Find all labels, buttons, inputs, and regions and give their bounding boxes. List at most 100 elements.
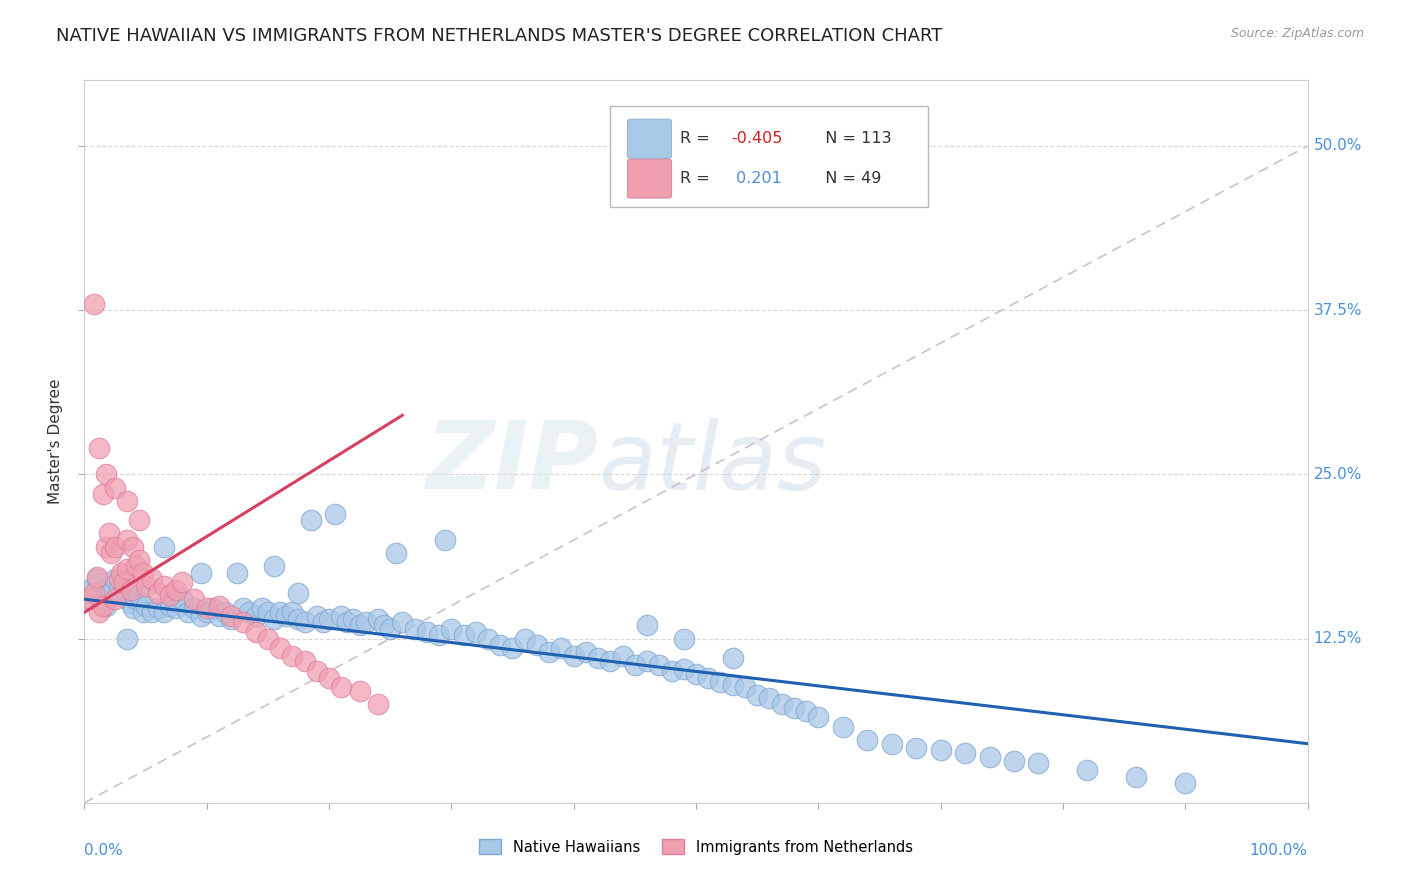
Text: R =: R = [681, 171, 714, 186]
Point [404, 623, 426, 637]
Point [219, 609, 242, 624]
Point [330, 680, 353, 694]
Point [201, 601, 224, 615]
Text: Source: ZipAtlas.com: Source: ZipAtlas.com [1230, 27, 1364, 40]
Point [91, 487, 114, 501]
Point [159, 599, 181, 613]
Point [104, 481, 127, 495]
Point [122, 540, 145, 554]
Point [115, 632, 138, 646]
Point [318, 671, 340, 685]
Point [141, 605, 163, 619]
Point [1076, 763, 1098, 777]
Point [734, 680, 756, 694]
Point [79, 592, 101, 607]
Point [100, 546, 122, 560]
Point [477, 632, 499, 646]
Point [489, 638, 512, 652]
Point [132, 605, 155, 619]
Point [416, 625, 439, 640]
Text: 50.0%: 50.0% [1313, 138, 1362, 153]
Point [115, 592, 138, 607]
Point [367, 612, 389, 626]
Point [208, 599, 231, 613]
Point [107, 582, 129, 597]
Point [165, 601, 187, 615]
Point [257, 605, 280, 619]
Point [135, 579, 157, 593]
Point [624, 657, 647, 672]
Point [141, 573, 163, 587]
Point [336, 615, 359, 629]
Point [794, 704, 817, 718]
Text: 37.5%: 37.5% [1313, 302, 1362, 318]
Point [153, 605, 176, 619]
Point [807, 710, 830, 724]
Point [83, 579, 105, 593]
Point [86, 573, 108, 587]
Point [672, 632, 695, 646]
Point [1174, 776, 1197, 790]
Text: N = 49: N = 49 [814, 171, 882, 186]
Point [125, 559, 148, 574]
Point [305, 665, 328, 679]
Point [299, 513, 322, 527]
Text: -0.405: -0.405 [731, 131, 783, 146]
Point [276, 609, 298, 624]
Point [648, 657, 671, 672]
Point [747, 688, 769, 702]
Point [586, 651, 609, 665]
Point [238, 605, 260, 619]
Text: 0.201: 0.201 [731, 171, 782, 186]
Point [373, 618, 395, 632]
Point [380, 623, 402, 637]
Point [87, 441, 110, 455]
Point [342, 612, 364, 626]
Point [770, 698, 793, 712]
Point [226, 566, 249, 580]
Point [177, 605, 200, 619]
Point [250, 601, 273, 615]
Point [208, 609, 231, 624]
Point [880, 737, 903, 751]
Text: 0.0%: 0.0% [84, 843, 124, 857]
Text: atlas: atlas [598, 417, 827, 508]
Point [661, 665, 683, 679]
Point [190, 566, 212, 580]
Text: 100.0%: 100.0% [1250, 843, 1308, 857]
Point [294, 615, 316, 629]
Point [831, 720, 853, 734]
Point [323, 507, 346, 521]
Point [83, 585, 105, 599]
Point [183, 592, 205, 607]
Point [929, 743, 952, 757]
Point [526, 638, 548, 652]
Point [172, 575, 194, 590]
Point [349, 618, 371, 632]
Point [672, 662, 695, 676]
Point [281, 605, 304, 619]
Point [120, 596, 142, 610]
Point [128, 553, 150, 567]
Point [464, 625, 486, 640]
Point [502, 640, 524, 655]
Point [104, 592, 127, 607]
Point [87, 605, 110, 619]
Point [330, 609, 353, 624]
Point [440, 623, 463, 637]
Point [391, 615, 413, 629]
Point [538, 645, 561, 659]
Point [79, 592, 101, 607]
Point [1002, 754, 1025, 768]
Point [115, 562, 138, 576]
Text: 25.0%: 25.0% [1313, 467, 1362, 482]
FancyBboxPatch shape [627, 120, 672, 158]
FancyBboxPatch shape [627, 159, 672, 198]
Point [183, 601, 205, 615]
Point [349, 684, 371, 698]
Point [263, 612, 285, 626]
Point [979, 749, 1001, 764]
Point [685, 667, 707, 681]
Point [122, 601, 145, 615]
Point [91, 599, 114, 613]
